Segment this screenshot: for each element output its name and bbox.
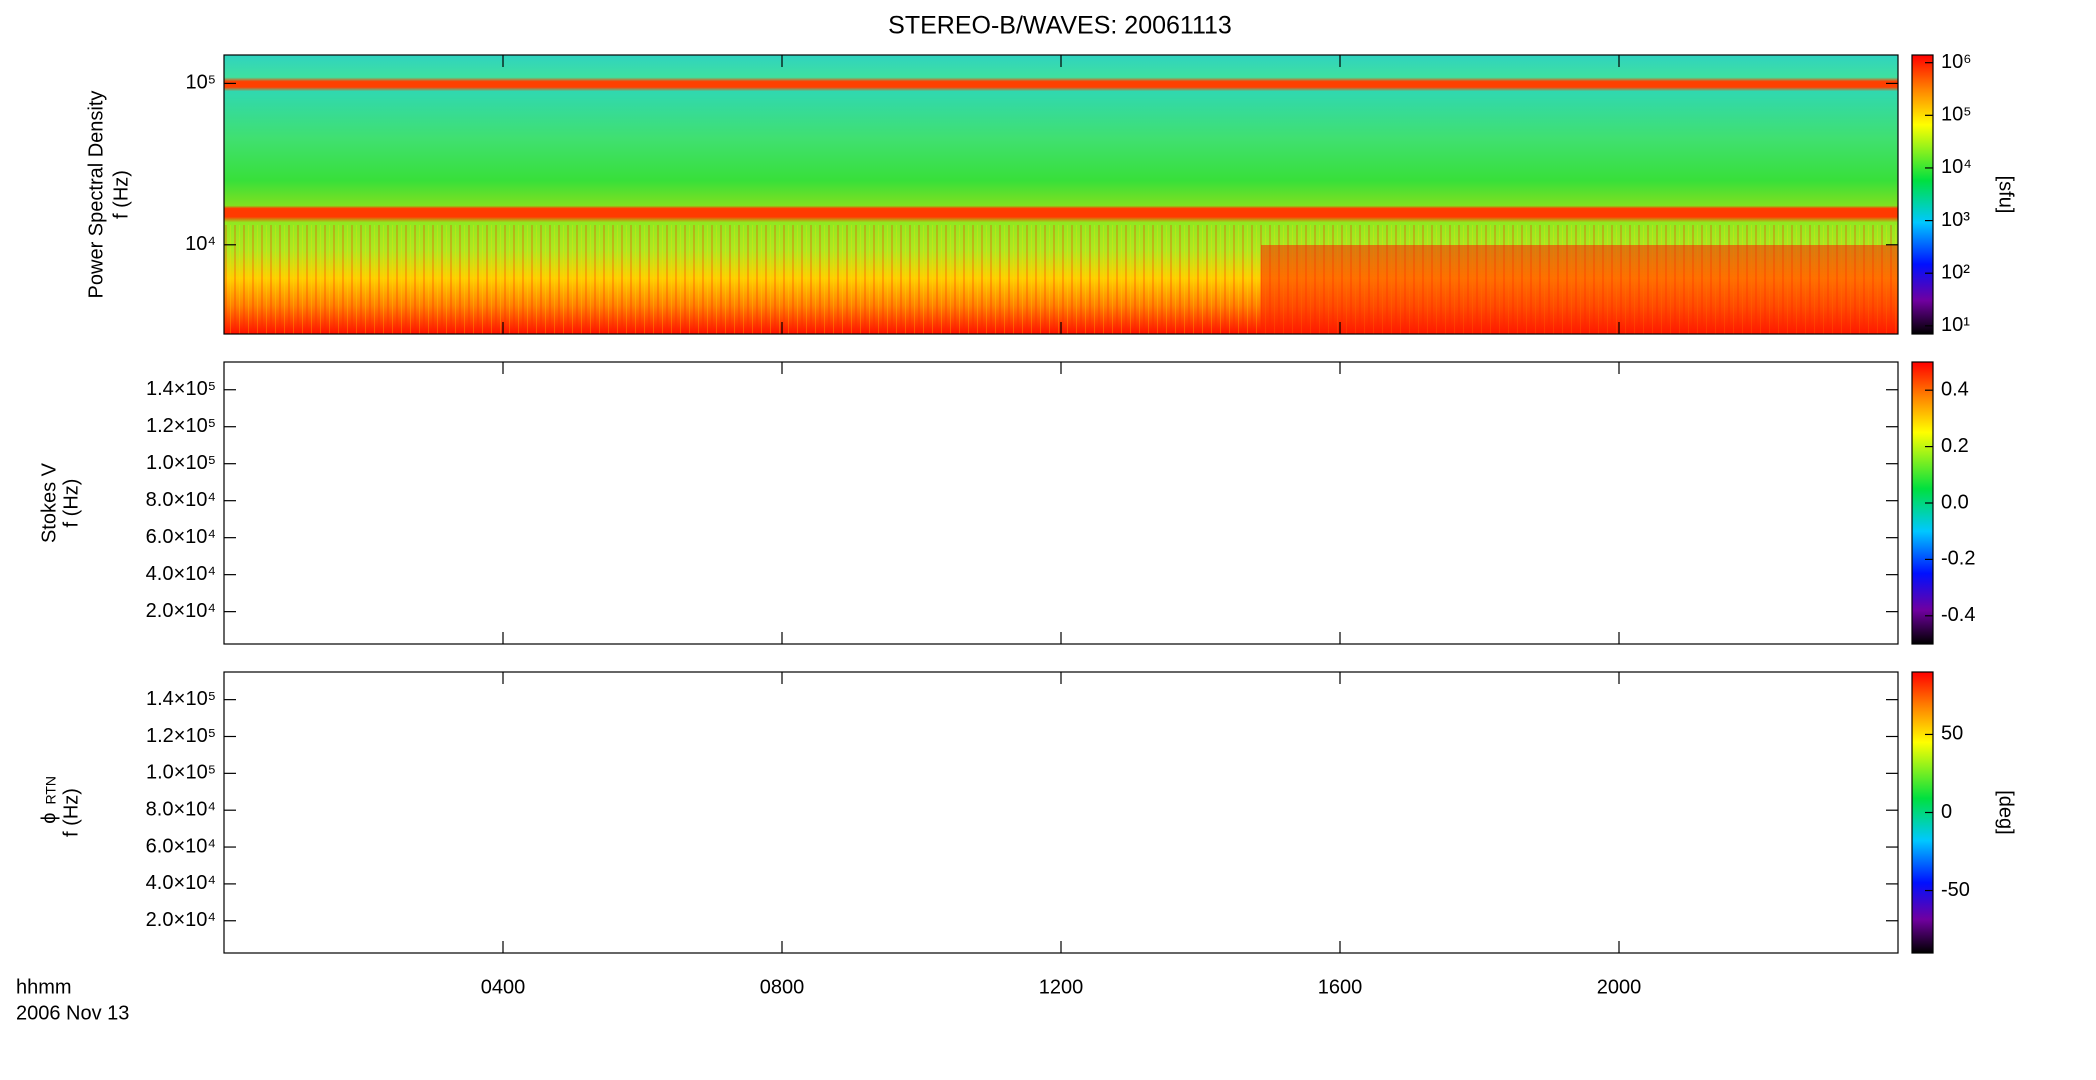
- x-tick-label: 1600: [1318, 976, 1363, 998]
- chart-title: STEREO-B/WAVES: 20061113: [888, 12, 1232, 40]
- y-tick-label: 1.4×10⁵: [146, 688, 216, 710]
- y-tick-label: 2.0×10⁴: [146, 600, 216, 622]
- colorbar-tick-label: 0.4: [1941, 378, 1969, 400]
- y-tick-label: 1.4×10⁵: [146, 378, 216, 400]
- colorbar-label: [sfu]: [1995, 176, 2017, 214]
- y-axis-label: Power Spectral Density: [85, 91, 107, 299]
- colorbar-tick-label: 10⁵: [1941, 104, 1972, 126]
- colorbar-tick-label: -0.2: [1941, 548, 1975, 570]
- x-axis-label: hhmm: [16, 976, 72, 998]
- y-tick-label: 6.0×10⁴: [146, 526, 216, 548]
- colorbar-tick-label: 10³: [1941, 209, 1970, 231]
- colorbar-tick-label: -50: [1941, 879, 1970, 901]
- y-tick-label: 8.0×10⁴: [146, 798, 216, 820]
- y-axis-label: Stokes V: [38, 462, 60, 543]
- y-tick-label: 10⁴: [185, 233, 216, 255]
- colorbar-tick-label: -0.4: [1941, 604, 1975, 626]
- colorbar-tick-label: 0: [1941, 801, 1952, 823]
- colorbar: [1911, 54, 1934, 335]
- colorbar-tick-label: 10¹: [1941, 314, 1970, 336]
- x-tick-label: 2000: [1597, 976, 1642, 998]
- colorbar-tick-label: 10⁶: [1941, 51, 1971, 73]
- y-tick-label: 10⁵: [185, 72, 216, 94]
- y-tick-label: 1.2×10⁵: [146, 415, 216, 437]
- y-axis-label: f (Hz): [60, 788, 82, 837]
- colorbar-label: [deg]: [1995, 790, 2017, 834]
- colorbar-tick-label: 0.0: [1941, 491, 1969, 513]
- y-tick-label: 1.0×10⁵: [146, 762, 216, 784]
- y-tick-label: 8.0×10⁴: [146, 489, 216, 511]
- y-tick-label: 6.0×10⁴: [146, 835, 216, 857]
- y-axis-label-sub: RTN: [43, 776, 59, 805]
- y-tick-label: 4.0×10⁴: [146, 563, 216, 585]
- date-label: 2006 Nov 13: [16, 1002, 129, 1024]
- y-tick-label: 4.0×10⁴: [146, 872, 216, 894]
- colorbar-tick-label: 0.2: [1941, 435, 1969, 457]
- spectrogram-region: [1261, 245, 1898, 334]
- x-tick-label: 1200: [1039, 976, 1084, 998]
- colorbar-tick-label: 50: [1941, 723, 1963, 745]
- y-axis-label: f (Hz): [110, 170, 132, 219]
- colorbar-tick-label: 10²: [1941, 261, 1970, 283]
- x-tick-label: 0800: [760, 976, 805, 998]
- y-tick-label: 1.2×10⁵: [146, 725, 216, 747]
- colorbar-tick-label: 10⁴: [1941, 156, 1972, 178]
- y-tick-label: 1.0×10⁵: [146, 452, 216, 474]
- y-axis-label: f (Hz): [60, 479, 82, 528]
- plot-frame: [223, 361, 1899, 645]
- y-axis-label: ϕ: [38, 813, 60, 824]
- x-tick-label: 0400: [481, 976, 526, 998]
- plot-frame: [223, 671, 1899, 954]
- y-tick-label: 2.0×10⁴: [146, 909, 216, 931]
